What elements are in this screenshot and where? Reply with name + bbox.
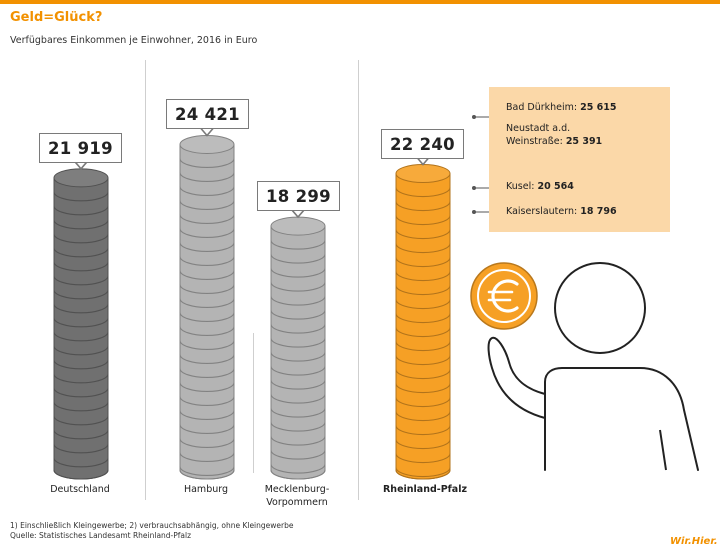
connector-dot-1 [472,186,476,190]
category-label-mecklenburg-vorpommern: Mecklenburg- Vorpommern [264,484,330,508]
category-label-hamburg: Hamburg [183,484,229,495]
district-value: 20 564 [537,181,574,192]
district-value: 25 615 [580,102,617,113]
separator-2 [358,60,359,500]
page-subtitle: Verfügbares Einkommen je Einwohner, 2016… [10,35,258,46]
coin-stack-deutschland [53,168,109,480]
footnote-line-1: 1) Einschließlich Kleingewerbe; 2) verbr… [10,521,294,530]
value-pointer-rheinland-pfalz [416,157,430,166]
top-accent-line [0,0,720,4]
coin-stack-rheinland-pfalz [395,164,451,480]
district-value: 25 391 [565,136,603,147]
value-pointer-hamburg [200,127,214,137]
category-label-rheinland-pfalz: Rheinland-Pfalz [382,484,467,495]
district-neustadt: Neustadt a.d. Weinstraße: 25 391 [506,122,602,148]
footnote: 1) Einschließlich Kleingewerbe; 2) verbr… [10,521,293,541]
value-pointer-deutschland [74,161,88,171]
value-label-deutschland: 21 919 [39,132,122,163]
district-name: Bad Dürkheim: [506,102,578,113]
district-bad-duerkheim: Bad Dürkheim: 25 615 [506,101,616,114]
district-panel [489,87,670,232]
separator-3 [253,333,254,473]
euro-coin-ring [477,269,531,323]
brand-logo: Wir.Hier. [670,536,718,547]
category-label-deutschland: Deutschland [50,484,110,495]
district-kaiserslautern: Kaiserslautern: 18 796 [506,205,617,218]
district-name: Neustadt a.d. Weinstraße: [506,123,571,147]
district-name: Kusel: [506,181,535,192]
district-name: Kaiserslautern: [506,206,578,217]
connector-dot-2 [472,210,476,214]
page-title: Geld=Glück? [10,10,103,25]
euro-coin-icon [470,262,538,330]
footnote-source: Quelle: Statistisches Landesamt Rheinlan… [10,531,192,540]
connector-dot-0 [472,115,476,119]
value-pointer-mecklenburg-vorpommern [291,209,305,219]
person-arm-line [659,429,667,471]
district-kusel: Kusel: 20 564 [506,180,574,193]
separator-1 [145,60,146,500]
person-icon [487,336,699,471]
coin-stack-mecklenburg-vorpommern [270,216,326,480]
value-label-mecklenburg-vorpommern: 18 299 [257,181,340,212]
value-label-rheinland-pfalz: 22 240 [381,128,464,159]
district-value: 18 796 [580,206,617,217]
euro-sign-arc [491,279,519,313]
coin-stack-hamburg [179,134,235,480]
person-head [554,262,646,354]
value-label-hamburg: 24 421 [166,99,249,130]
